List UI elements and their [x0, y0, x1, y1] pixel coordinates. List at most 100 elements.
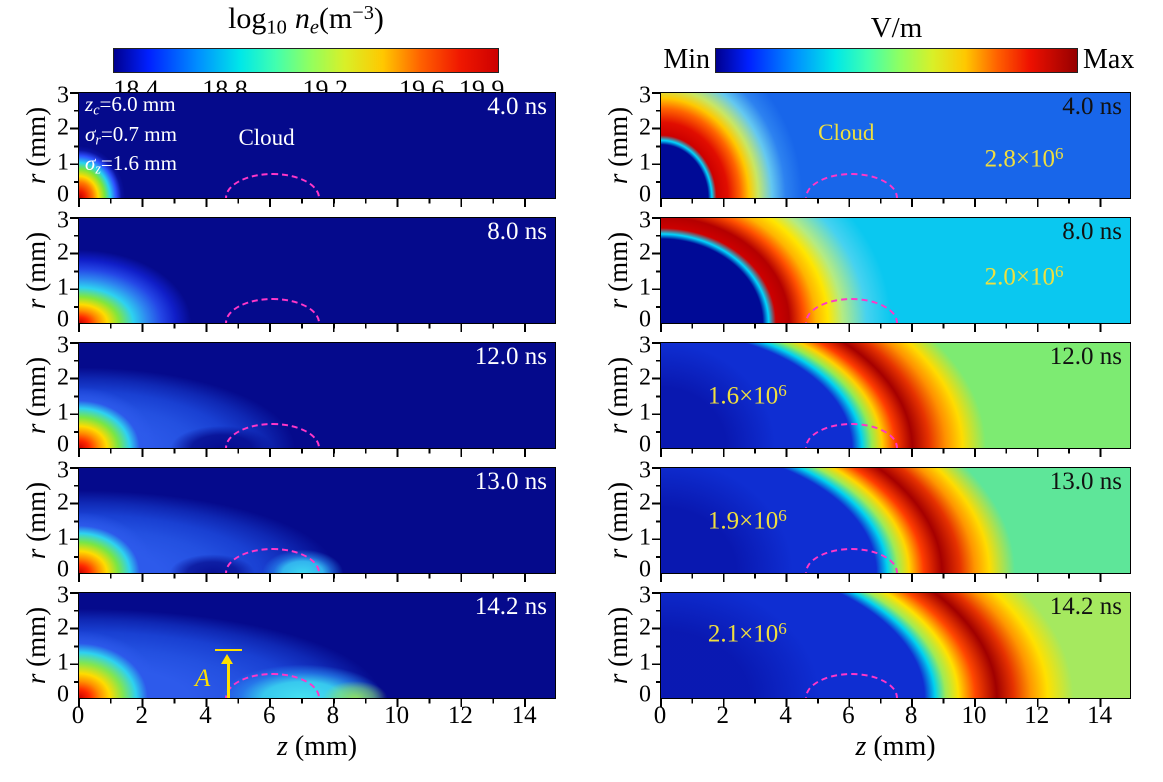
y-tick-label: 3 — [639, 457, 651, 484]
cloud-outline — [224, 172, 320, 198]
time-label: 13.0 ns — [1049, 468, 1122, 495]
heatmap-field-8ns: 2.0×106 8.0 ns — [660, 217, 1131, 324]
cloud-outline — [804, 422, 899, 448]
cloud-outline — [224, 672, 320, 698]
y-tick-label: 1 — [57, 274, 69, 301]
y-tick-label: 3 — [57, 582, 69, 609]
y-tick-label: 0 — [57, 306, 69, 333]
peak-field-value: 1.6×106 — [707, 380, 787, 410]
heatmap-field-14-2ns: 2.1×106 14.2 ns — [660, 592, 1131, 699]
time-label: 12.0 ns — [1049, 343, 1122, 370]
x-tick-label: 2 — [716, 702, 730, 729]
time-label: 8.0 ns — [1062, 218, 1122, 245]
peak-field-value: 2.1×106 — [707, 619, 787, 648]
x-axis-ticks — [660, 199, 1131, 207]
arrow-up-icon — [221, 654, 233, 664]
y-tick-label: 3 — [639, 82, 651, 109]
x-tick-label: 6 — [262, 702, 276, 729]
x-tick-label: 10 — [384, 702, 410, 729]
heatmap-density-12ns: 12.0 ns — [78, 342, 556, 449]
x-tick-label: 12 — [447, 702, 473, 729]
y-tick-label: 0 — [639, 431, 651, 458]
field-panel-row-13ns: r (mm) 3 2 1 0 1.9×106 13.0 ns — [604, 458, 1131, 583]
y-tick-label: 0 — [57, 556, 69, 583]
heatmap-field-4ns: Cloud 2.8×106 4.0 ns — [660, 92, 1131, 199]
x-tick-label: 2 — [135, 702, 148, 729]
y-tick-label: 2 — [639, 489, 651, 516]
x-axis-ticks — [660, 449, 1131, 457]
field-panel-row-14-2ns: r (mm) 3 2 1 0 2.1×106 14.2 ns — [604, 583, 1131, 708]
peak-field-value: 2.8×106 — [984, 144, 1064, 174]
field-panel-row-8ns: r (mm) 3 2 1 0 2.0×106 8.0 ns — [604, 208, 1131, 333]
x-axis-ticks — [660, 699, 1131, 707]
x-axis-ticks — [78, 449, 556, 457]
y-tick-label: 0 — [639, 306, 651, 333]
time-label: 4.0 ns — [1062, 93, 1122, 120]
y-axis-ticks — [70, 342, 78, 449]
field-panel-row-12ns: r (mm) 3 2 1 0 1.6×106 12.0 ns — [604, 333, 1131, 458]
param-sigma-z: σz=1.6 mm — [85, 151, 177, 178]
heatmap-density-13ns: 13.0 ns — [78, 467, 556, 574]
field-panel-row-4ns: r (mm) 3 2 1 0 Cloud 2.8×106 4.0 ns — [604, 83, 1131, 208]
peak-field-value: 2.0×106 — [984, 262, 1064, 291]
y-tick-label: 3 — [57, 332, 69, 359]
density-panel-row-12ns: r (mm) 3 2 1 0 12.0 ns — [22, 333, 556, 458]
y-axis-ticks — [70, 217, 78, 324]
heatmap-field-13ns: 1.9×106 13.0 ns — [660, 467, 1131, 574]
cloud-outline — [224, 297, 320, 323]
cloud-outline — [224, 422, 320, 448]
x-axis-labels-density: 0 2 4 6 8 10 12 14 — [72, 702, 556, 730]
time-label: 8.0 ns — [487, 218, 547, 245]
y-axis-ticks — [652, 217, 660, 324]
plasma-source-params: zc=6.0 mm σr=0.7 mm σz=1.6 mm — [85, 93, 177, 182]
x-tick-label: 6 — [842, 702, 855, 729]
y-tick-label: 0 — [57, 681, 69, 708]
density-colorbar: log10 ne(m−3) 18.4 18.8 19.2 19.6 19.9 — [113, 0, 504, 104]
x-axis-ticks — [660, 574, 1131, 582]
arrow-line — [227, 662, 230, 698]
y-tick-label: 3 — [639, 582, 651, 609]
param-zc: zc=6.0 mm — [85, 92, 176, 119]
time-label: 12.0 ns — [474, 343, 547, 370]
time-label: 4.0 ns — [487, 93, 547, 120]
arrow-cap — [215, 648, 242, 651]
y-tick-label: 2 — [57, 114, 69, 141]
y-axis-ticks — [70, 467, 78, 574]
heatmap-density-14-2ns: A 14.2 ns — [78, 592, 556, 699]
heatmap-density-8ns: 8.0 ns — [78, 217, 556, 324]
y-tick-label: 2 — [57, 489, 69, 516]
cloud-label: Cloud — [818, 120, 875, 146]
density-colorbar-title: log10 ne(m−3) — [228, 2, 384, 39]
y-axis-ticks — [70, 592, 78, 699]
y-tick-label: 3 — [57, 457, 69, 484]
y-tick-label: 0 — [639, 681, 651, 708]
density-panel-row-4ns: r (mm) 3 2 1 0 zc=6.0 mm σr=0.7 mm σz=1.… — [22, 83, 556, 208]
y-tick-label: 1 — [639, 524, 651, 551]
y-tick-label: 3 — [639, 332, 651, 359]
density-panel-row-14-2ns: r (mm) 3 2 1 0 A 14.2 ns — [22, 583, 556, 708]
y-tick-label: 3 — [639, 207, 651, 234]
y-tick-label: 2 — [639, 114, 651, 141]
cloud-label: Cloud — [238, 124, 295, 150]
x-tick-label: 4 — [779, 702, 792, 729]
x-tick-label: 0 — [653, 702, 667, 729]
x-axis-ticks — [78, 699, 556, 707]
x-tick-label: 14 — [1087, 702, 1113, 729]
y-axis-ticks — [652, 342, 660, 449]
x-tick-label: 8 — [904, 702, 918, 729]
x-axis-title-field: z (mm) — [855, 731, 936, 762]
x-axis-ticks — [78, 574, 556, 582]
field-colorbar-title: V/m — [870, 12, 923, 44]
y-tick-label: 2 — [57, 239, 69, 266]
y-tick-label: 1 — [57, 399, 69, 426]
y-tick-label: 2 — [639, 239, 651, 266]
y-tick-label: 0 — [57, 181, 69, 208]
field-colorbar-min-label: Min — [663, 44, 710, 75]
field-colorbar-gradient — [715, 48, 1078, 73]
x-tick-label: 4 — [199, 702, 212, 729]
y-tick-label: 1 — [639, 399, 651, 426]
y-axis-ticks — [652, 92, 660, 199]
x-axis-ticks — [78, 199, 556, 207]
time-label: 14.2 ns — [1049, 593, 1122, 620]
